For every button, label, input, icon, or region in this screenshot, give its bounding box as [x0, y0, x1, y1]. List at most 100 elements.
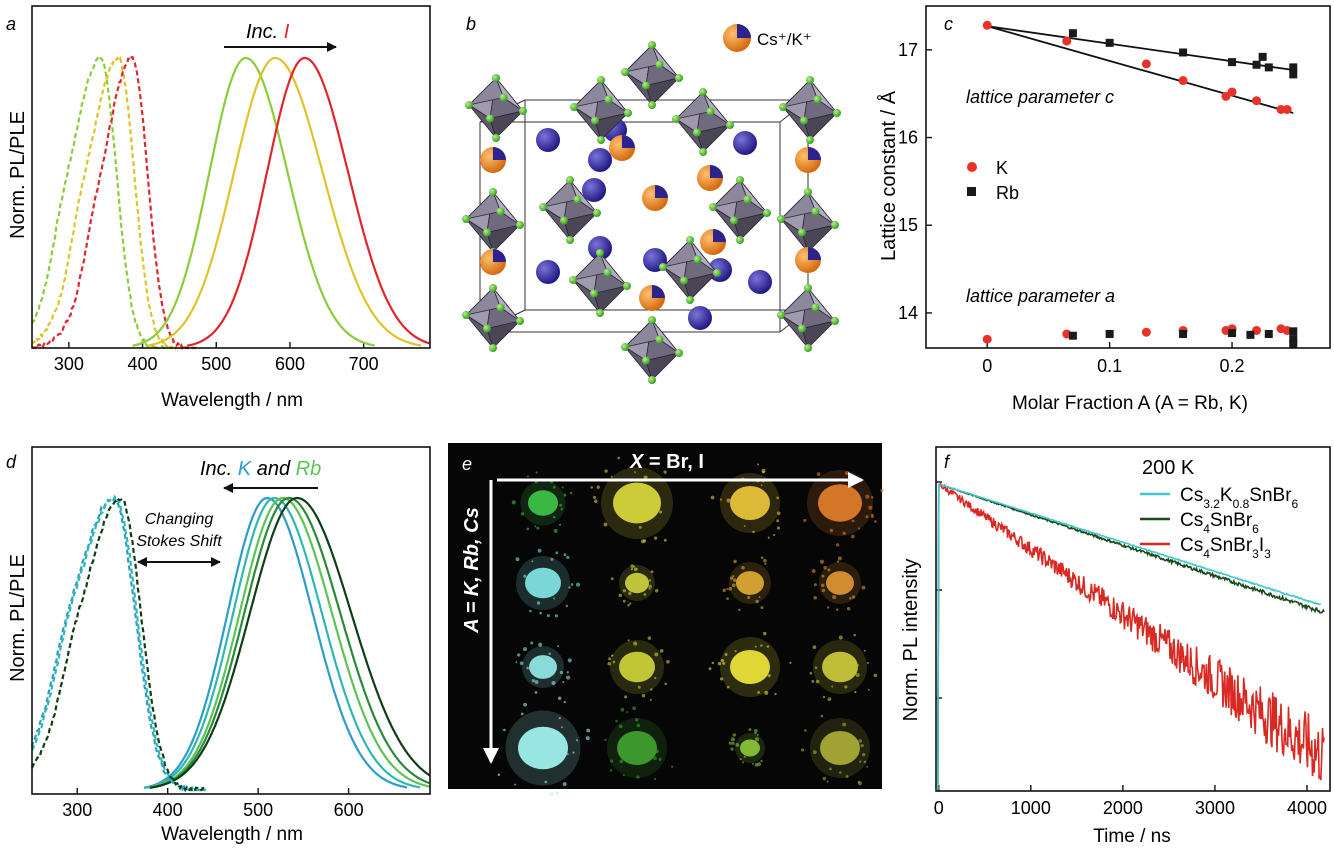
spot-speck	[827, 697, 832, 701]
spot-speck	[654, 588, 659, 593]
cs-k-cation	[480, 249, 506, 275]
legend-label-2: Cs4SnBr3I3	[1180, 535, 1271, 561]
spot-speck	[622, 589, 626, 593]
spot-speck	[575, 582, 581, 587]
spot-speck	[850, 534, 855, 539]
spot-speck	[801, 748, 805, 752]
spot-speck	[827, 568, 831, 572]
spot-speck	[719, 498, 722, 501]
cs-k-cation	[795, 147, 821, 173]
spot-speck	[776, 519, 780, 523]
spot-speck	[590, 486, 593, 489]
panel-f: f Norm. PL intensity Time / ns 0 1000 2000…	[900, 446, 1331, 847]
photo-spots	[497, 456, 884, 796]
spot-speck	[753, 729, 758, 733]
spot-speck	[741, 761, 744, 764]
spot-speck	[842, 531, 846, 535]
spot-speck	[670, 765, 674, 768]
point-rb-a	[1179, 329, 1188, 338]
spot-speck	[557, 696, 562, 700]
decay-curve-0	[937, 483, 1322, 791]
spot-speck	[851, 595, 856, 599]
spot-speck	[820, 583, 825, 588]
spot-speck	[719, 677, 724, 681]
y-tick-label: 15	[898, 215, 918, 235]
spot-speck	[594, 499, 598, 503]
spot-speck	[592, 495, 597, 499]
spot-speck	[554, 614, 559, 618]
spot-speck	[722, 661, 726, 665]
spot-speck	[710, 495, 715, 500]
spot-speck	[666, 659, 670, 664]
spot-speck	[653, 756, 657, 761]
point-rb-c	[1264, 63, 1273, 72]
panel-e: e X = Br, I A = K, Rb, Cs	[448, 443, 884, 796]
decay-curve-2	[937, 481, 1325, 791]
spot-speck	[629, 602, 632, 605]
spot-speck	[832, 595, 837, 600]
spot-speck	[560, 508, 563, 511]
panel-d-arrow-label: Inc. K and Rb	[200, 458, 321, 480]
spot-speck	[544, 780, 548, 784]
spot-speck	[838, 635, 843, 640]
spot-speck	[754, 645, 757, 648]
spot-speck	[563, 553, 567, 557]
spot-speck	[857, 781, 862, 786]
spot-speck	[726, 685, 730, 689]
spot-speck	[855, 673, 860, 678]
spot-speck	[734, 650, 737, 653]
ple-curve-2	[31, 56, 197, 350]
x-tick-label: 500	[201, 354, 231, 374]
spot-speck	[822, 695, 826, 699]
spot-speck	[708, 667, 712, 671]
panel-c-ticks: 0 0.1 0.2 14 15 16 17	[898, 40, 1245, 376]
spot-speck	[829, 767, 832, 771]
blue-cation	[588, 236, 612, 260]
luminescent-spot	[820, 731, 860, 765]
spot-speck	[837, 556, 842, 561]
spot-speck	[539, 611, 543, 615]
spot-speck	[730, 737, 735, 742]
spot-speck	[738, 608, 741, 612]
panel-b: b Cs⁺/K⁺	[462, 14, 841, 384]
spot-speck	[863, 649, 866, 652]
spot-speck	[503, 728, 506, 732]
spot-speck	[612, 660, 616, 664]
spot-speck	[634, 718, 639, 722]
spot-speck	[763, 558, 767, 563]
spot-speck	[553, 528, 558, 533]
point-rb-a	[1228, 329, 1237, 338]
point-rb-c	[1252, 60, 1261, 69]
x-tick-label: 300	[54, 354, 84, 374]
sn-octahedron	[777, 284, 839, 352]
spot-speck	[526, 475, 530, 478]
point-rb-c	[1258, 52, 1267, 61]
spot-speck	[870, 514, 875, 519]
spot-speck	[659, 510, 663, 514]
temperature-label: 200 K	[1142, 457, 1195, 479]
spot-speck	[622, 774, 625, 777]
spot-speck	[848, 597, 852, 600]
spot-speck	[522, 647, 527, 652]
spot-speck	[649, 698, 652, 701]
ple-curve-0	[31, 54, 168, 351]
spot-speck	[870, 495, 874, 499]
x-tick-label: 400	[128, 354, 158, 374]
spot-speck	[517, 653, 521, 657]
stokes-label-line1: Changing	[145, 511, 214, 528]
stokes-label-line2: Stokes Shift	[136, 533, 222, 550]
spot-speck	[568, 586, 571, 589]
spot-speck	[772, 533, 776, 537]
panel-d-xlabel: Wavelength / nm	[161, 824, 303, 845]
x-tick-label: 500	[243, 800, 273, 820]
spot-speck	[863, 760, 867, 764]
cs-k-cation	[697, 165, 723, 191]
spot-speck	[641, 539, 645, 544]
spot-speck	[520, 712, 524, 716]
spot-speck	[851, 519, 855, 523]
legend-label-0: Cs3.2K0.8SnBr6	[1180, 485, 1299, 511]
ple-curve-5	[30, 496, 207, 793]
spot-speck	[880, 488, 884, 493]
legend-label-1: Cs4SnBr6	[1180, 510, 1259, 536]
point-rb-c	[1289, 70, 1298, 79]
